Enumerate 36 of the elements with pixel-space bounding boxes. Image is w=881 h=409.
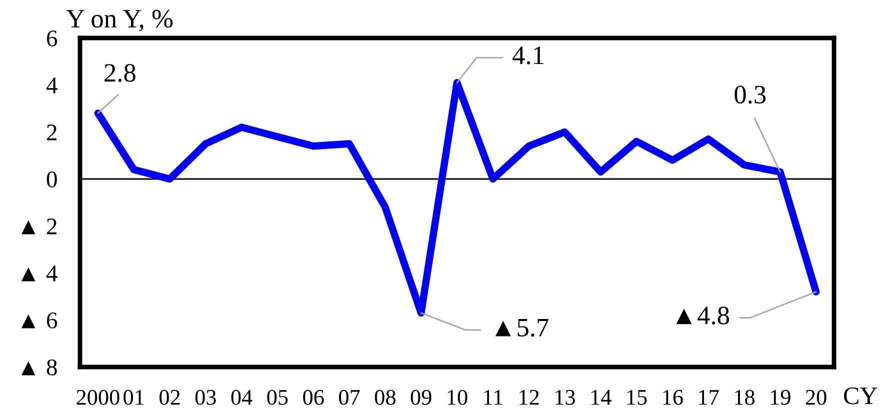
y-tick-label: ▲ 6	[21, 312, 58, 328]
x-tick-label: 05	[267, 390, 288, 405]
x-tick-label: 01	[124, 390, 144, 405]
x-tick-label: 14	[591, 390, 612, 405]
y-tick-label: 0	[46, 171, 57, 188]
annotation: ▲5.7	[495, 319, 548, 337]
x-tick-label: 16	[663, 390, 683, 405]
x-tick-label: 11	[484, 390, 502, 405]
x-tick-label: 18	[735, 390, 754, 405]
x-tick-label: 08	[374, 390, 396, 405]
y-tick-label: 4	[46, 78, 58, 94]
y-tick-label: 6	[46, 30, 58, 46]
x-tick-label: 03	[195, 390, 216, 405]
y-tick-label: 2	[47, 124, 56, 140]
x-tick-label: 17	[699, 390, 719, 405]
annotation: 0.3	[734, 86, 766, 104]
x-tick-label: 02	[160, 390, 180, 405]
x-tick-label: 2000	[76, 390, 120, 405]
annotation: 2.8	[104, 64, 136, 82]
annotation: 4.1	[512, 46, 544, 64]
y-tick-label: ▲ 8	[21, 359, 57, 376]
x-tick-label: 20	[806, 390, 826, 405]
x-tick-label: 15	[627, 390, 647, 405]
y-axis-title: Y on Y, %	[66, 10, 173, 32]
y-tick-label: ▲ 4	[21, 266, 58, 282]
x-tick-label: 07	[339, 390, 360, 405]
x-tick-label: 10	[448, 390, 468, 405]
x-tick-label: 04	[231, 390, 252, 405]
x-tick-label: 12	[520, 390, 539, 405]
y-tick-label: ▲ 2	[21, 218, 56, 234]
x-tick-label: 19	[770, 390, 790, 405]
x-tick-label: 13	[556, 390, 575, 405]
x-axis-title: CY	[844, 387, 878, 404]
x-tick-label: 09	[410, 390, 432, 405]
annotation: ▲4.8	[676, 306, 730, 325]
x-tick-label: 06	[303, 390, 324, 405]
